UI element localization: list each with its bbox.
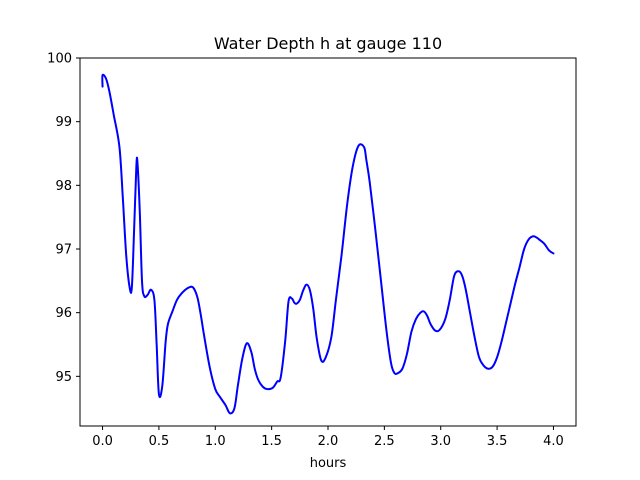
- x-tick-label: 0.5: [149, 434, 170, 449]
- y-tick-label: 100: [47, 52, 72, 67]
- x-tick-label: 2.5: [374, 434, 395, 449]
- chart-title: Water Depth h at gauge 110: [214, 34, 442, 53]
- y-tick-label: 99: [55, 115, 72, 130]
- axes-frame: [79, 57, 577, 427]
- y-tick-label: 96: [55, 306, 72, 321]
- x-tick-label: 2.0: [318, 434, 339, 449]
- x-axis-label: hours: [310, 456, 347, 471]
- y-tick-label: 98: [55, 179, 72, 194]
- x-tick-label: 0.0: [92, 434, 113, 449]
- plot-area: [101, 73, 555, 415]
- y-tick-label: 97: [55, 243, 72, 258]
- x-tick-label: 3.5: [487, 434, 508, 449]
- y-tick-label: 95: [55, 370, 72, 385]
- y-axis: 95 96 97 98 99 100: [47, 52, 80, 385]
- series-line-water-depth: [101, 73, 555, 415]
- x-tick-label: 1.0: [205, 434, 226, 449]
- x-axis: 0.0 0.5 1.0 1.5 2.0 2.5 3.0 3.5 4.0: [92, 426, 564, 449]
- x-tick-label: 4.0: [543, 434, 564, 449]
- x-tick-label: 3.0: [430, 434, 451, 449]
- x-tick-label: 1.5: [261, 434, 282, 449]
